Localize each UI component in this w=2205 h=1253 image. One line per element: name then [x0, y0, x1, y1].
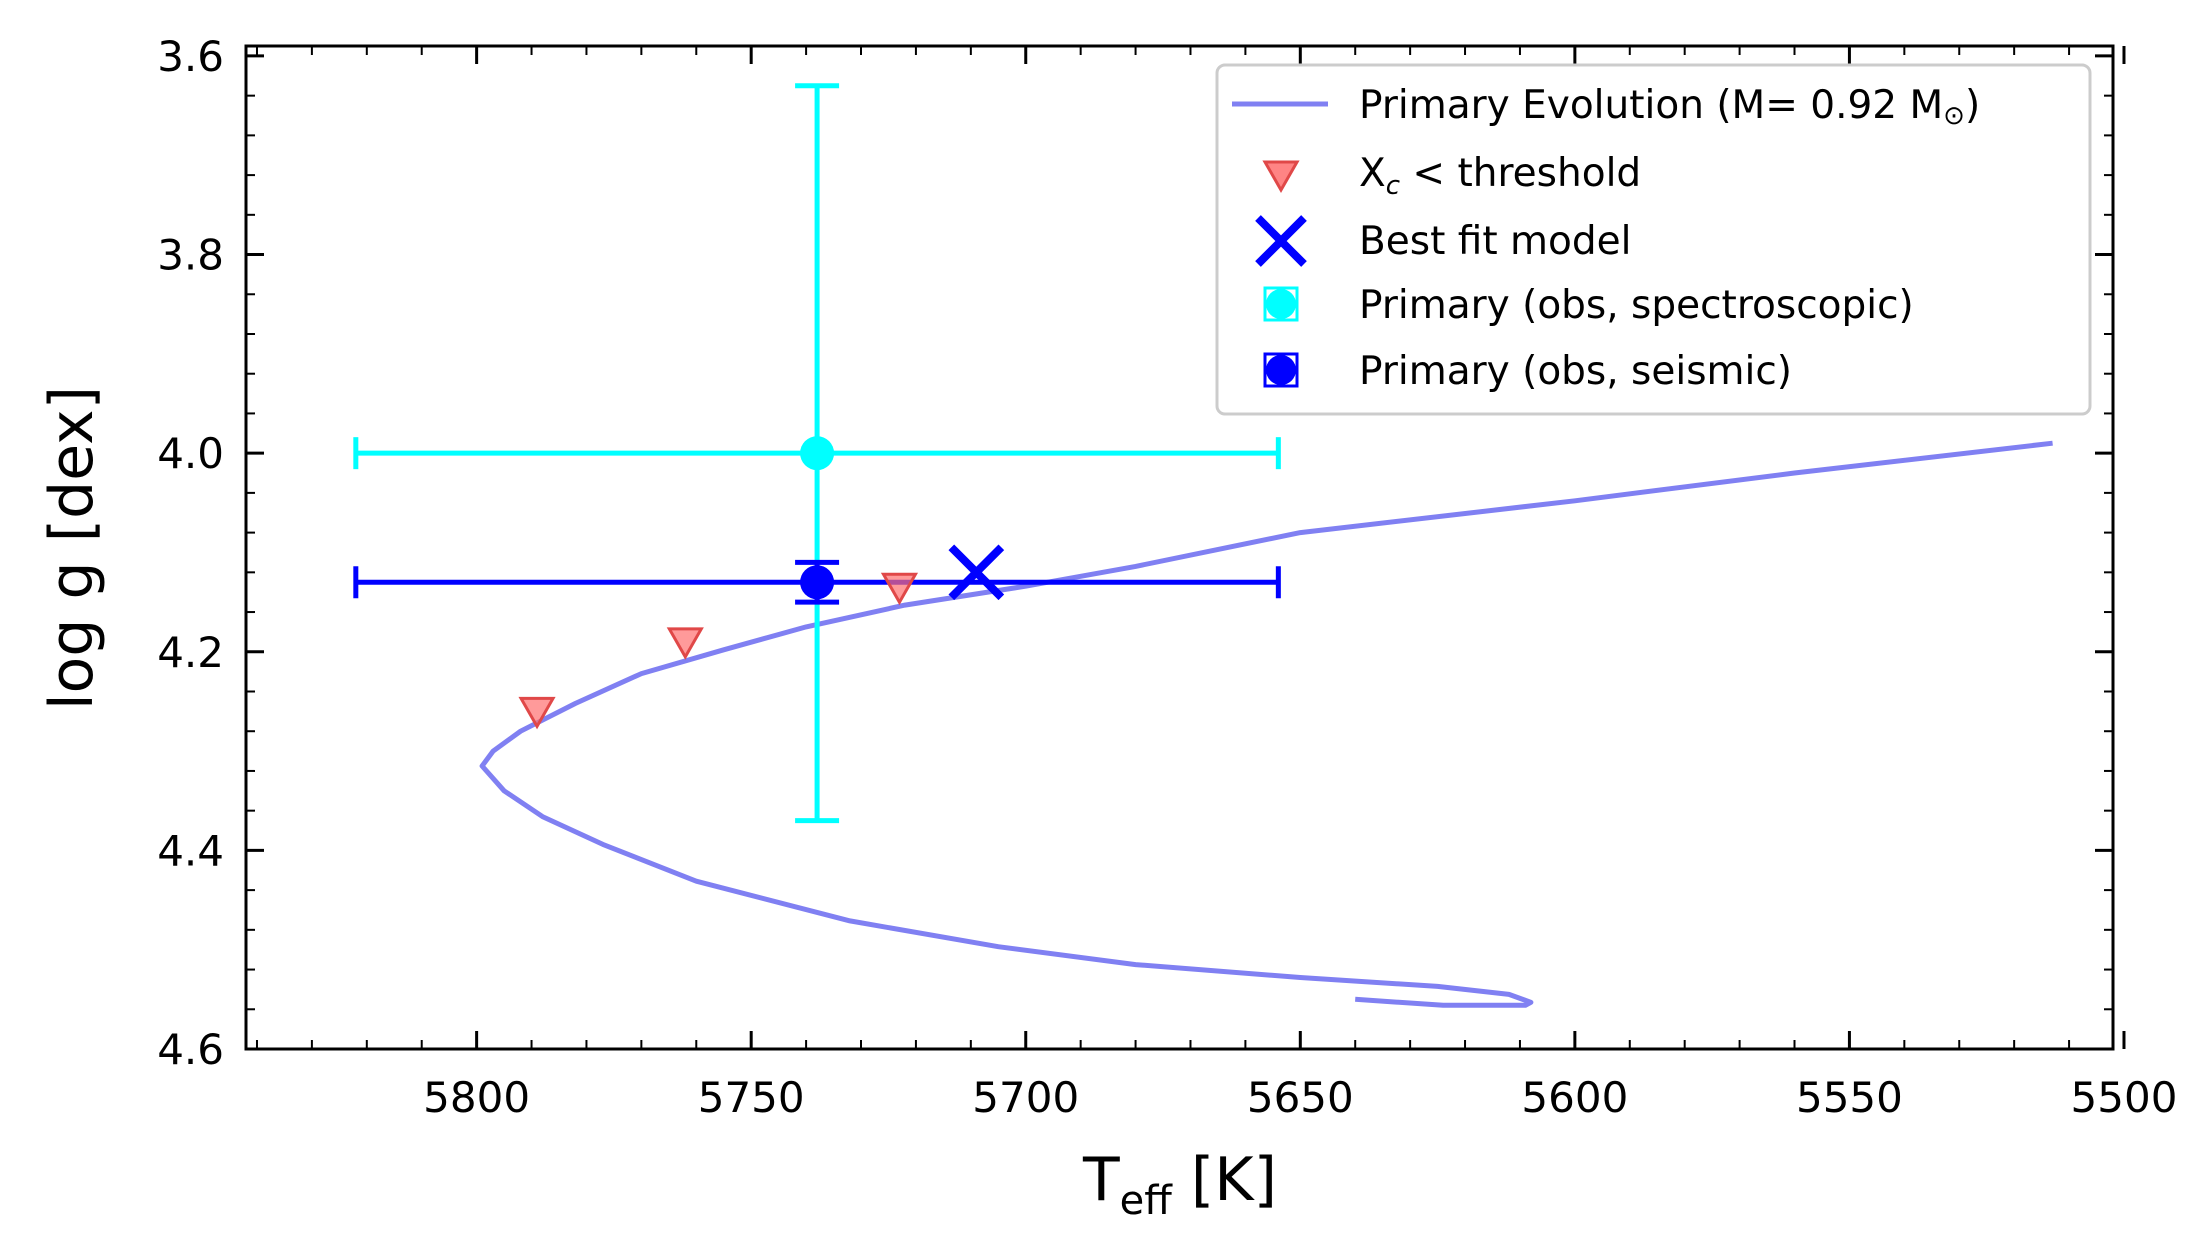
seismic-errorbar-point: [800, 565, 835, 600]
legend-threshold-label: Xc < threshold: [1359, 151, 1641, 201]
major-ticks: [246, 46, 2126, 1051]
legend-threshold-swatch: [1262, 160, 1300, 194]
spectroscopic-errorbar: [353, 83, 1281, 824]
legend-frame: [1215, 63, 2092, 416]
legend-seismic-swatch-box: [1263, 352, 1299, 388]
y-tick-label: 3.8: [157, 231, 224, 280]
legend-seismic-swatch: [1266, 355, 1296, 385]
x-tick-label: 5700: [972, 1073, 1079, 1122]
y-axis-label: log g [dex]: [37, 386, 107, 710]
legend-spectroscopic-swatch-box: [1263, 286, 1299, 322]
legend-spectroscopic-label: Primary (obs, spectroscopic): [1359, 283, 1914, 328]
plot-area: [353, 83, 2053, 1008]
legend: Primary Evolution (M= 0.92 M⊙) Xc < thre…: [1215, 63, 2092, 416]
y-tick-label: 4.0: [157, 429, 224, 478]
x-tick-label: 5750: [698, 1073, 805, 1122]
legend-evolution-label: Primary Evolution (M= 0.92 M⊙): [1359, 83, 1980, 131]
y-tick-labels: 3.6 3.8 4.0 4.2 4.4 4.6: [157, 32, 224, 1074]
evolution-track-line: [479, 440, 2053, 1008]
y-tick-label: 3.6: [157, 32, 224, 81]
legend-best-fit-label: Best fit model: [1359, 219, 1631, 264]
threshold-triangle-marker: [880, 572, 919, 606]
best-fit-marker: [948, 544, 1005, 601]
legend-seismic-label: Primary (obs, seismic): [1359, 349, 1792, 394]
x-tick-labels: 5800 5750 5700 5650 5600 5550 5500: [423, 1073, 2177, 1122]
y-tick-label: 4.6: [157, 1025, 224, 1074]
legend-best-fit-swatch: [1255, 215, 1307, 267]
y-tick-label: 4.4: [157, 826, 224, 875]
x-tick-label: 5800: [423, 1073, 530, 1122]
threshold-triangle-marker: [666, 627, 704, 660]
x-tick-label: 5500: [2071, 1073, 2178, 1122]
x-tick-label: 5600: [1521, 1073, 1628, 1122]
x-axis-label: Teff [K]: [1082, 1145, 1277, 1224]
spectroscopic-errorbar-point: [800, 436, 835, 471]
y-tick-label: 4.2: [157, 628, 224, 677]
legend-spectroscopic-swatch: [1266, 289, 1296, 319]
x-tick-label: 5650: [1247, 1073, 1354, 1122]
x-tick-label: 5550: [1796, 1073, 1903, 1122]
seismic-errorbar: [353, 559, 1281, 605]
threshold-triangle-marker: [518, 696, 556, 730]
plot-frame: [244, 44, 2115, 1051]
